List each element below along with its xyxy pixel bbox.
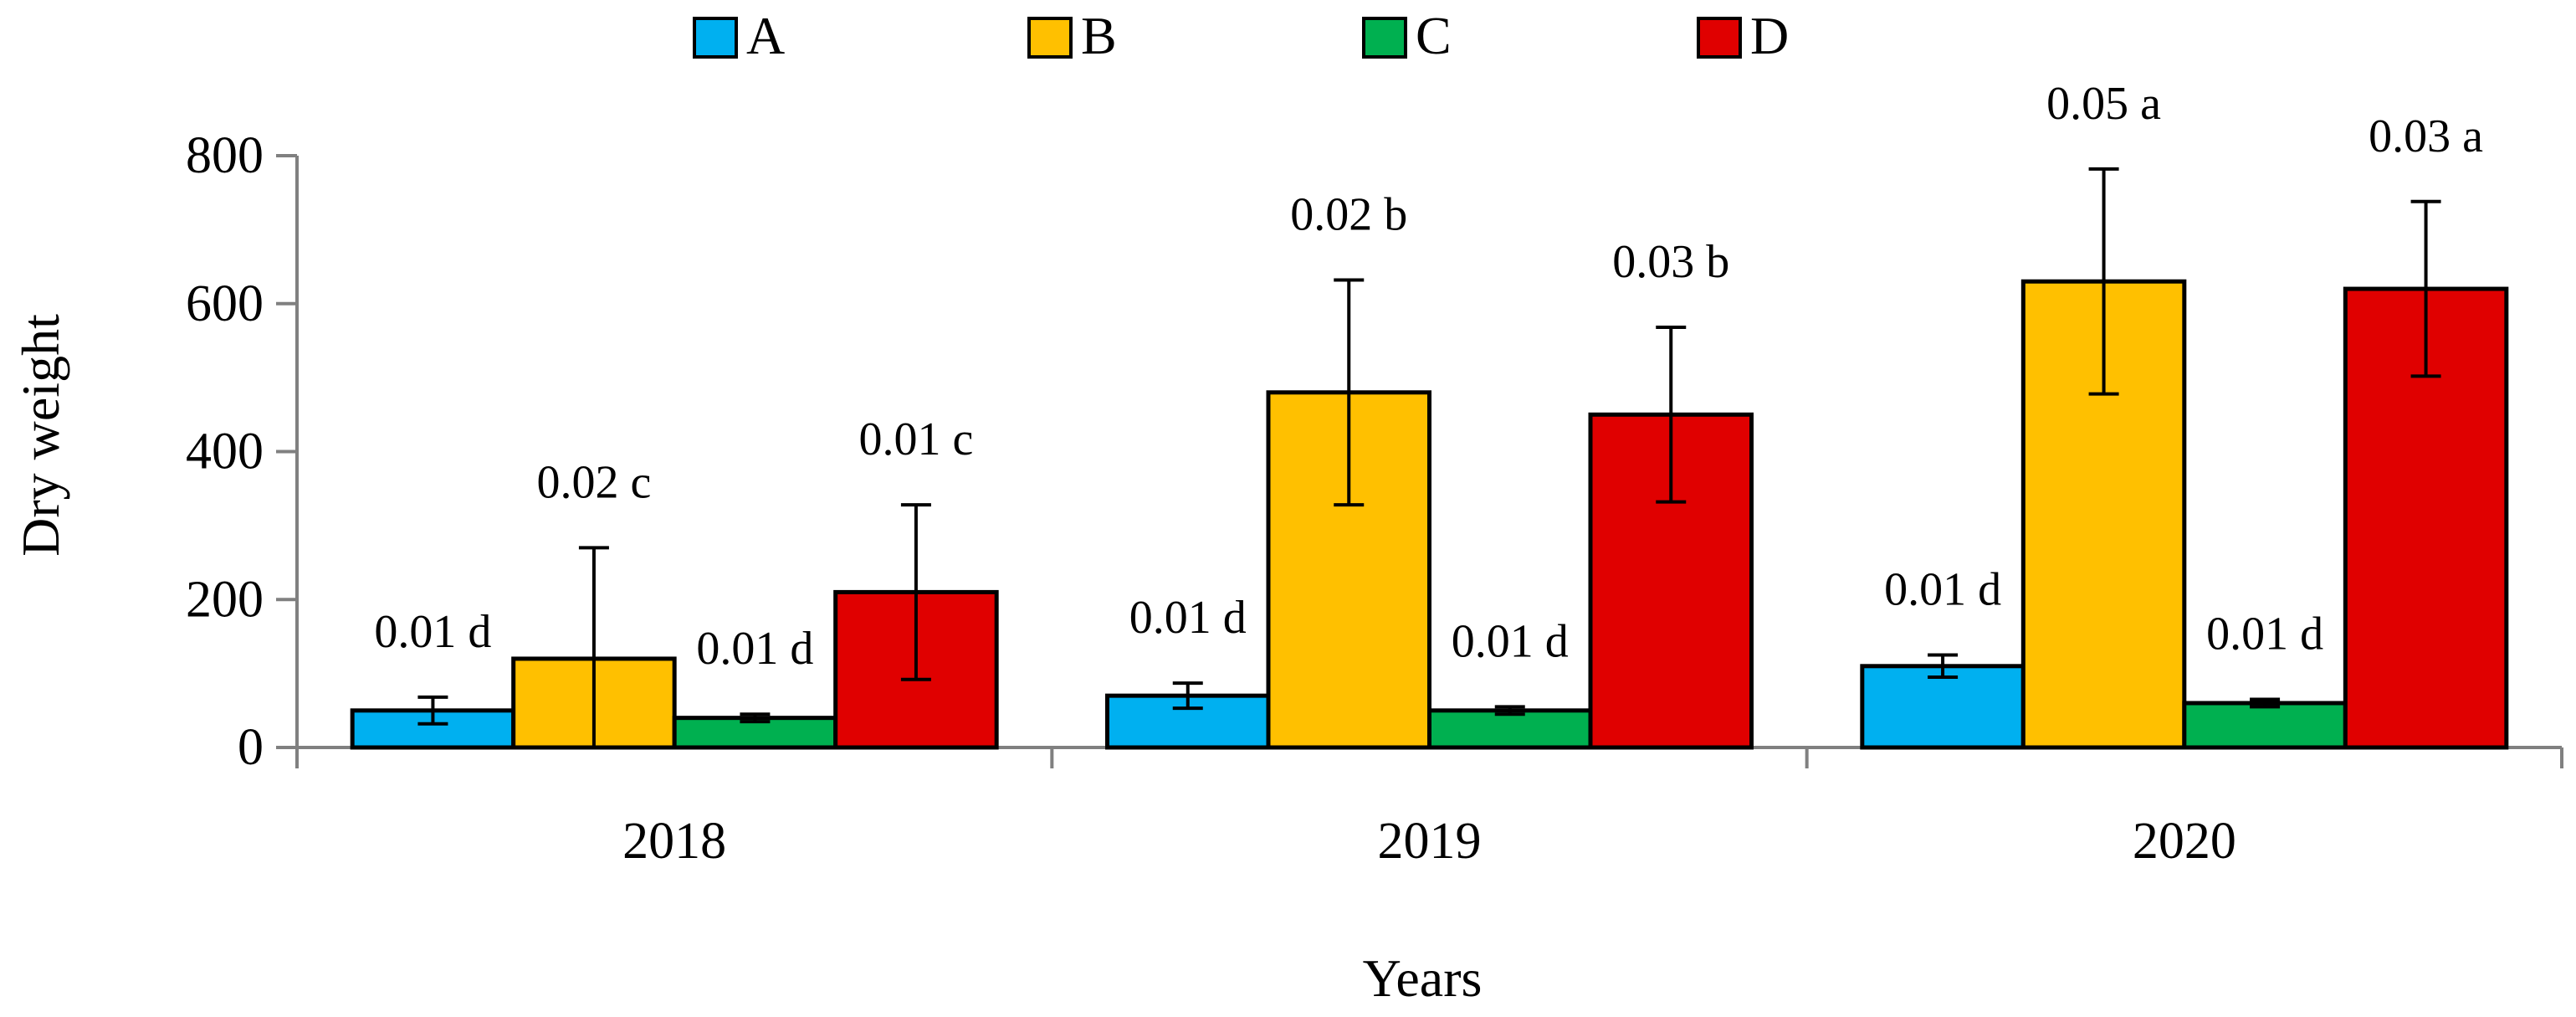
legend-swatch-D bbox=[1697, 17, 1742, 59]
data-label: 0.01 d bbox=[374, 606, 491, 658]
data-label: 0.01 c bbox=[858, 413, 973, 465]
data-label: 0.03 a bbox=[2369, 110, 2483, 162]
legend-label: A bbox=[746, 6, 785, 65]
data-labels: 0.01 d 0.02 c 0.01 d 0.01 c 0.01 d 0.02 b 0.01… bbox=[374, 78, 2483, 675]
bar-C-2019 bbox=[1427, 708, 1593, 750]
x-tick-label: 2019 bbox=[1378, 813, 1482, 870]
x-tick-label: 2018 bbox=[622, 813, 726, 870]
legend-label: C bbox=[1416, 6, 1452, 65]
y-axis-title: Dry weight bbox=[11, 314, 70, 557]
bars bbox=[350, 167, 2509, 750]
legend: A B C D bbox=[693, 6, 1789, 65]
legend-swatch-B bbox=[1027, 17, 1073, 59]
data-label: 0.05 a bbox=[2046, 78, 2161, 130]
data-label: 0.01 d bbox=[696, 623, 813, 675]
bar-A-2020 bbox=[1860, 664, 2025, 750]
legend-swatch-A bbox=[693, 17, 738, 59]
data-label: 0.01 d bbox=[2206, 609, 2323, 660]
data-label: 0.02 b bbox=[1290, 188, 1407, 240]
y-tick-label: 200 bbox=[186, 571, 264, 628]
x-axis-title: Years bbox=[1363, 948, 1483, 1008]
x-tick-label: 2020 bbox=[2133, 813, 2236, 870]
data-label: 0.03 b bbox=[1612, 236, 1729, 288]
data-label: 0.02 c bbox=[536, 456, 651, 508]
bar-C-2020 bbox=[2182, 701, 2348, 750]
data-label: 0.01 d bbox=[1129, 592, 1247, 644]
y-tick-label: 400 bbox=[186, 424, 264, 480]
y-tick-label: 800 bbox=[186, 127, 264, 184]
legend-label: B bbox=[1081, 6, 1117, 65]
y-tick-label: 600 bbox=[186, 275, 264, 332]
legend-label: D bbox=[1750, 6, 1789, 65]
axes: 0 200 400 600 800 2018 2019 2020 bbox=[186, 127, 2563, 870]
data-label: 0.01 d bbox=[1452, 615, 1569, 667]
y-tick-label: 0 bbox=[238, 719, 264, 776]
legend-swatch-C bbox=[1362, 17, 1407, 59]
data-label: 0.01 d bbox=[1884, 564, 2001, 616]
